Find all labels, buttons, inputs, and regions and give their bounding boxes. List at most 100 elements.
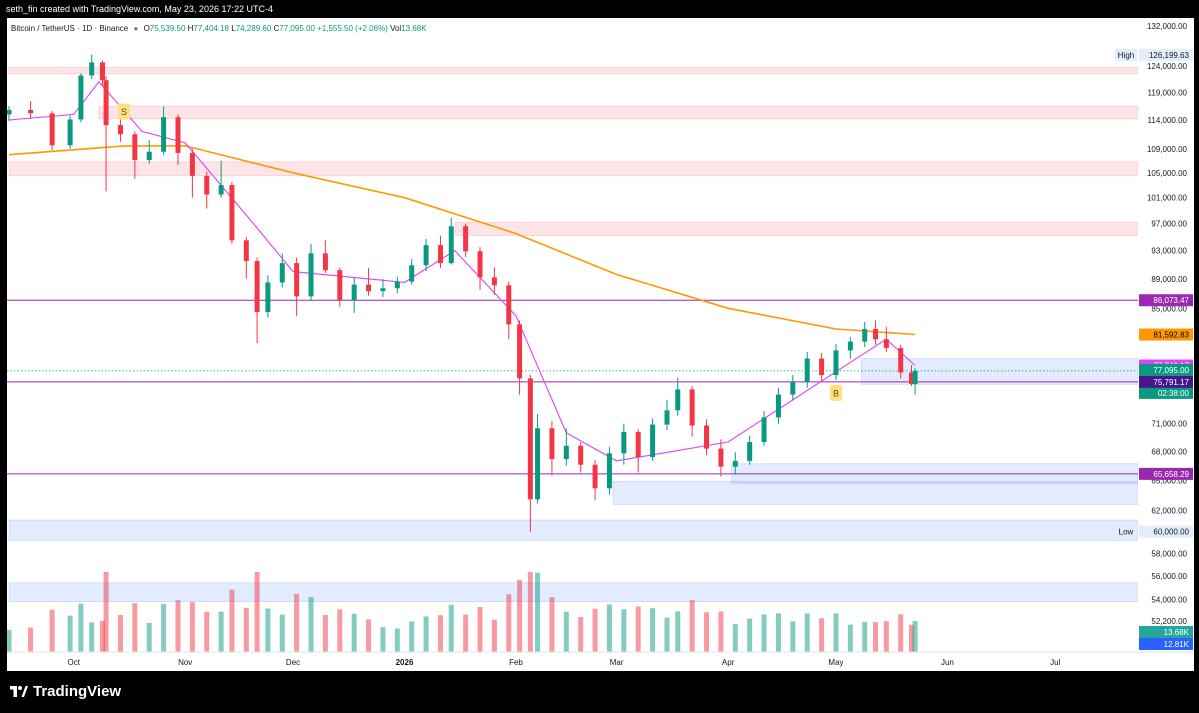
price-axis-tick: 114,000.00 [1148, 116, 1188, 125]
candle-body [517, 324, 523, 379]
legend-volume-label: Vol [390, 24, 402, 33]
candle-body [448, 226, 454, 264]
footer-bar: TradingView [0, 671, 1199, 713]
candle-body [337, 270, 343, 301]
candle-body [99, 62, 105, 81]
price-tag-box [1139, 294, 1193, 307]
volume-bar [366, 619, 372, 652]
volume-bar [7, 629, 12, 652]
volume-bar [506, 594, 512, 652]
time-axis-tick: Apr [722, 658, 735, 667]
volume-bar [448, 604, 454, 652]
tradingview-logo[interactable]: TradingView [10, 683, 121, 700]
volume-bar [243, 607, 249, 652]
legend-volume: 13.68K [401, 24, 427, 33]
candle-body [175, 117, 181, 153]
candle-body [437, 245, 443, 264]
candle-body [423, 245, 429, 266]
candle-body [243, 240, 249, 262]
candle-body [563, 445, 569, 459]
legend-separator: ● [133, 24, 139, 33]
candle-body [592, 464, 598, 489]
price-tag-box [1139, 467, 1193, 480]
volume-bar [747, 618, 753, 652]
price-tag-box [1139, 525, 1193, 538]
legend-close-label: C [273, 24, 280, 33]
price-tag: 86,073.47 [1139, 294, 1193, 307]
volume-bar [351, 613, 357, 652]
candle-body [394, 281, 400, 289]
legend-change: +1,555.50 (+2.06%) [317, 24, 388, 33]
price-chart[interactable]: S B 132,000.00 124,000.00 119,000.00 114,000.… [7, 18, 1194, 671]
candle-body [146, 151, 152, 161]
volume-bar [704, 612, 710, 652]
candle-body [527, 378, 533, 500]
price-tag-caption: High [1118, 51, 1134, 60]
candle-body [747, 442, 753, 461]
price-tag-value: 81,592.83 [1153, 331, 1189, 340]
volume-bar [908, 624, 914, 652]
price-axis-tick: 124,000.00 [1147, 62, 1188, 71]
signal-marker-b: B [829, 384, 842, 401]
time-axis-tick: Dec [286, 658, 300, 667]
legend-open: 75,539.50 [149, 24, 186, 33]
signal-marker-label: S [121, 107, 127, 117]
volume-bar [883, 621, 889, 652]
volume-bar [732, 624, 738, 652]
volume-tag-value: 13.68K [1164, 628, 1190, 637]
price-tag-box [1139, 328, 1193, 341]
candle-body [908, 372, 914, 384]
volume-bar [898, 614, 904, 652]
candle-body [873, 328, 879, 340]
price-axis-tick: 56,000.00 [1151, 572, 1187, 581]
candle-body [366, 284, 372, 292]
price-axis-tick: 109,000.00 [1147, 145, 1188, 154]
zone-red [8, 66, 1139, 75]
volume-bar [606, 604, 612, 652]
volume-bar [873, 622, 879, 652]
time-axis-tick: Mar [610, 658, 624, 667]
volume-bar [578, 617, 584, 652]
price-tag-value: 60,000.00 [1153, 528, 1189, 537]
candle-body [49, 113, 55, 146]
volume-bar [689, 600, 695, 652]
volume-tag-value: 12.81K [1164, 640, 1190, 649]
signal-marker-s: S [118, 103, 131, 120]
volume-bar [99, 620, 105, 652]
candle-body [675, 389, 681, 411]
time-axis-tick: Oct [67, 658, 80, 667]
candle-body [718, 448, 724, 467]
chart-background [7, 18, 1194, 671]
volume-bar [380, 627, 386, 652]
chart-panel[interactable]: S B 132,000.00 124,000.00 119,000.00 114,000.… [7, 18, 1194, 671]
candle-body [380, 288, 386, 292]
candle-body [28, 109, 34, 114]
volume-bar [337, 609, 343, 652]
price-tag: 75,791.17 [1139, 375, 1193, 388]
price-tag-box [1139, 363, 1193, 376]
volume-bar [103, 572, 109, 652]
price-axis-tick: 85,000.00 [1151, 304, 1187, 313]
volume-bar [761, 614, 767, 652]
volume-bar [254, 572, 260, 652]
volume-tag-box [1139, 638, 1193, 650]
volume-bar [78, 603, 84, 652]
volume-bar [790, 621, 796, 652]
price-tag-value: 126,199.63 [1149, 51, 1190, 60]
price-tag-value: 86,073.47 [1153, 296, 1189, 305]
signal-marker-box [118, 103, 131, 120]
candle-body [847, 341, 853, 351]
candle-body [664, 410, 670, 425]
price-tag-value: 65,658.29 [1153, 470, 1189, 479]
volume-bar [189, 602, 195, 652]
volume-bar [477, 607, 483, 652]
candle-body [912, 370, 918, 384]
candle-body [103, 80, 109, 126]
price-tag-countdown: 02:38:00 [1158, 389, 1190, 398]
price-tag: 77,095.00 [1139, 363, 1193, 376]
candle-body [477, 251, 483, 278]
price-tag: 81,592.83 [1139, 328, 1193, 341]
volume-bar [394, 628, 400, 652]
volume-bar [517, 579, 523, 652]
price-tag-value: 75,791.17 [1153, 378, 1189, 387]
